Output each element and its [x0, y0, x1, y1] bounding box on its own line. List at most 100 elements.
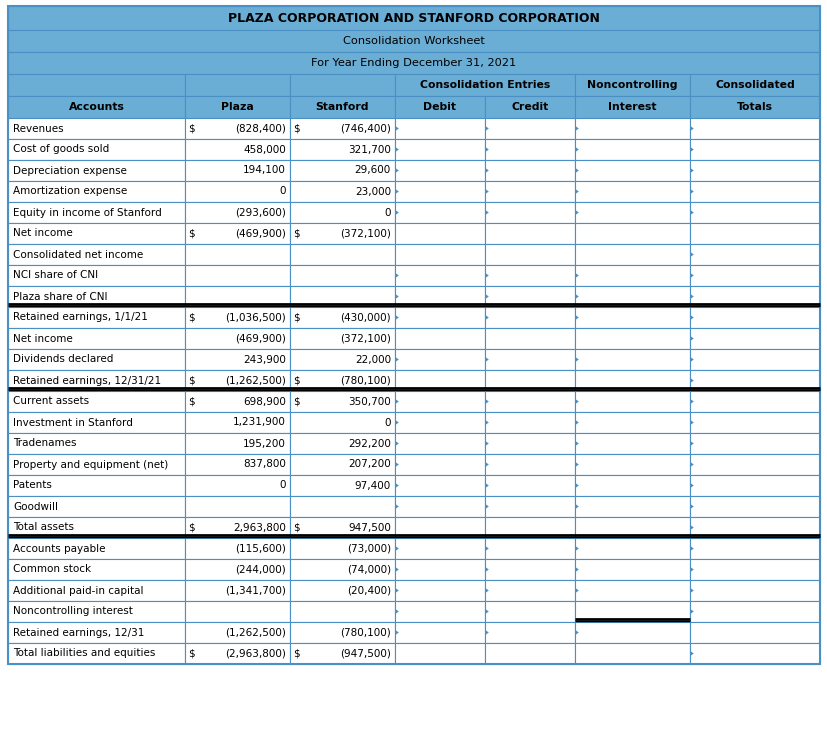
Polygon shape [691, 211, 693, 214]
Bar [289, 118, 394, 139]
Bar [289, 244, 394, 265]
Bar [184, 412, 289, 433]
Bar [394, 496, 485, 517]
Bar [184, 307, 289, 328]
Text: (469,900): (469,900) [235, 334, 285, 343]
Text: Patents: Patents [13, 480, 52, 490]
Text: Consolidation Worksheet: Consolidation Worksheet [342, 36, 485, 46]
Polygon shape [485, 504, 488, 509]
Bar [8, 74, 184, 96]
Bar [8, 202, 184, 223]
Polygon shape [485, 211, 488, 214]
Bar [394, 265, 485, 286]
Bar [574, 370, 689, 391]
Polygon shape [485, 127, 488, 130]
Bar [8, 559, 184, 580]
Bar [394, 517, 485, 538]
Bar [8, 160, 184, 181]
Polygon shape [485, 610, 488, 613]
Bar [184, 454, 289, 475]
Bar [394, 475, 485, 496]
Polygon shape [691, 294, 693, 299]
Bar [184, 559, 289, 580]
Bar [8, 601, 184, 622]
Text: Debit: Debit [423, 102, 456, 112]
Bar [485, 370, 574, 391]
Polygon shape [576, 589, 578, 592]
Bar [689, 643, 819, 664]
Bar [394, 307, 485, 328]
Bar [8, 244, 184, 265]
Polygon shape [691, 441, 693, 446]
Bar [574, 181, 689, 202]
Text: (746,400): (746,400) [340, 124, 390, 133]
Text: Total liabilities and equities: Total liabilities and equities [13, 649, 155, 659]
Polygon shape [485, 567, 488, 572]
Bar [8, 475, 184, 496]
Polygon shape [691, 168, 693, 173]
Text: $: $ [188, 228, 194, 239]
Bar [485, 96, 574, 118]
Text: $: $ [293, 313, 299, 323]
Bar [8, 6, 819, 30]
Bar [394, 454, 485, 475]
Bar [574, 328, 689, 349]
Polygon shape [691, 651, 693, 655]
Bar [394, 412, 485, 433]
Bar [289, 223, 394, 244]
Bar [184, 643, 289, 664]
Text: (293,600): (293,600) [235, 207, 285, 217]
Text: (2,963,800): (2,963,800) [225, 649, 285, 659]
Polygon shape [395, 315, 399, 319]
Polygon shape [691, 148, 693, 152]
Bar [574, 160, 689, 181]
Polygon shape [691, 463, 693, 466]
Text: (372,100): (372,100) [340, 228, 390, 239]
Polygon shape [576, 357, 578, 362]
Text: $: $ [188, 649, 194, 659]
Bar [394, 223, 485, 244]
Bar [689, 244, 819, 265]
Bar [485, 559, 574, 580]
Text: $: $ [293, 228, 299, 239]
Polygon shape [485, 441, 488, 446]
Text: Consolidated net income: Consolidated net income [13, 250, 143, 260]
Text: Totals: Totals [736, 102, 772, 112]
Bar [394, 622, 485, 643]
Bar [689, 223, 819, 244]
Text: (1,262,500): (1,262,500) [225, 627, 285, 638]
Bar [289, 601, 394, 622]
Bar [184, 223, 289, 244]
Text: 23,000: 23,000 [355, 187, 390, 196]
Bar [8, 52, 819, 74]
Bar [289, 370, 394, 391]
Bar [689, 74, 819, 96]
Polygon shape [485, 630, 488, 635]
Bar [394, 286, 485, 307]
Bar [8, 391, 184, 412]
Text: PLAZA CORPORATION AND STANFORD CORPORATION: PLAZA CORPORATION AND STANFORD CORPORATI… [227, 12, 600, 24]
Polygon shape [576, 190, 578, 193]
Bar [574, 580, 689, 601]
Bar [485, 307, 574, 328]
Bar [184, 349, 289, 370]
Bar [184, 74, 289, 96]
Text: 243,900: 243,900 [243, 354, 285, 365]
Bar [289, 139, 394, 160]
Text: 22,000: 22,000 [355, 354, 390, 365]
Bar [184, 96, 289, 118]
Bar [574, 517, 689, 538]
Bar [8, 580, 184, 601]
Polygon shape [691, 484, 693, 488]
Text: $: $ [188, 376, 194, 386]
Bar [8, 328, 184, 349]
Text: Common stock: Common stock [13, 564, 91, 575]
Bar [394, 160, 485, 181]
Bar [485, 139, 574, 160]
Bar [184, 391, 289, 412]
Polygon shape [485, 168, 488, 173]
Text: Interest: Interest [608, 102, 656, 112]
Bar [184, 538, 289, 559]
Bar [289, 433, 394, 454]
Polygon shape [395, 420, 399, 425]
